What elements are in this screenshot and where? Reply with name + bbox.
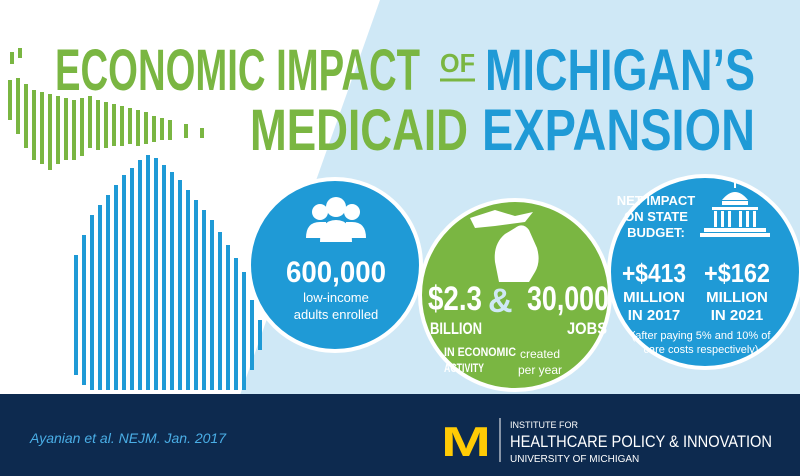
jobs-value: 30,000 bbox=[527, 280, 609, 318]
budget-circle bbox=[607, 174, 800, 370]
capitol-icon bbox=[700, 180, 770, 237]
institute-line: INSTITUTE FOR bbox=[510, 420, 578, 430]
jobs-unit: JOBS bbox=[567, 319, 607, 338]
citation: Ayanian et al. NEJM. Jan. 2017 bbox=[29, 430, 227, 446]
budget-heading: ON STATE bbox=[624, 209, 688, 224]
lower-peninsula-bars bbox=[74, 155, 262, 390]
activity-value: $2.3 bbox=[428, 280, 482, 318]
budget-label: MILLION bbox=[706, 289, 768, 306]
budget-note: care costs respectively) bbox=[644, 344, 759, 356]
economy-connector: & bbox=[488, 282, 513, 320]
enrollment-value: 600,000 bbox=[286, 256, 386, 289]
budget-heading: BUDGET: bbox=[627, 225, 685, 240]
footer bbox=[0, 394, 800, 476]
budget-value: +$162 bbox=[704, 258, 770, 288]
jobs-label: created bbox=[520, 347, 560, 361]
title-connector: OF bbox=[440, 48, 475, 78]
logo-mark: M bbox=[441, 418, 491, 465]
budget-value: +$413 bbox=[622, 258, 686, 288]
institute-line: UNIVERSITY OF MICHIGAN bbox=[510, 454, 639, 465]
title: MICHIGAN’S bbox=[485, 38, 755, 103]
enrollment-label: adults enrolled bbox=[294, 307, 379, 322]
budget-label: IN 2017 bbox=[628, 307, 681, 324]
budget-label: IN 2021 bbox=[711, 307, 764, 324]
people-icon bbox=[306, 197, 366, 242]
budget-note: (after paying 5% and 10% of bbox=[632, 330, 772, 342]
activity-label: ACTIVITY bbox=[444, 361, 484, 375]
title: ECONOMIC IMPACT bbox=[55, 38, 420, 103]
upper-peninsula-bars bbox=[8, 48, 204, 170]
budget-heading: NET IMPACT bbox=[617, 193, 696, 208]
budget-label: MILLION bbox=[623, 289, 685, 306]
enrollment-label: low-income bbox=[303, 290, 369, 305]
title: EXPANSION bbox=[482, 98, 755, 163]
institute-line: HEALTHCARE POLICY & INNOVATION bbox=[510, 432, 772, 451]
jobs-label: per year bbox=[518, 363, 562, 377]
title: MEDICAID bbox=[250, 98, 468, 163]
activity-unit: BILLION bbox=[430, 319, 482, 338]
enrollment-circle bbox=[247, 177, 423, 353]
michigan-icon bbox=[470, 210, 539, 282]
activity-label: IN ECONOMIC bbox=[444, 345, 516, 359]
